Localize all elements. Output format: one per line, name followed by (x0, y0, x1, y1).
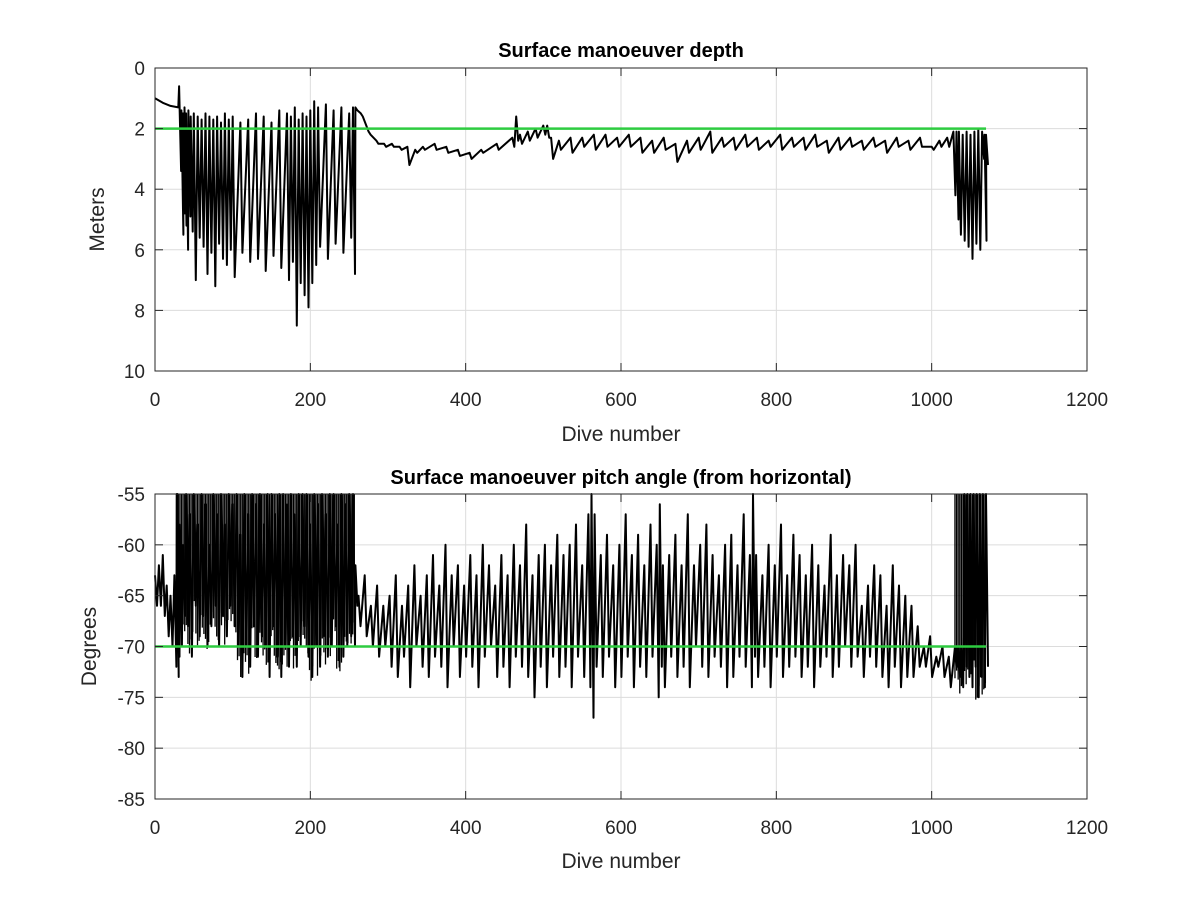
y-tick-label: -60 (118, 536, 145, 557)
data-series (154, 493, 989, 719)
series-line (154, 85, 989, 327)
data-series (154, 85, 989, 327)
y-tick-label: 6 (134, 241, 145, 262)
y-tick-label: -75 (118, 688, 145, 709)
x-tick-label: 600 (605, 390, 637, 411)
depth-chart: 0 200 400 600 800 1000 1200 0 2 4 6 8 10 Surface mano… (86, 40, 1108, 446)
chart-title: Surface manoeuver pitch angle (from hori… (390, 467, 851, 489)
y-tick-label: 10 (124, 362, 145, 383)
x-tick-label: 400 (450, 390, 482, 411)
y-axis-label: Degrees (78, 607, 101, 686)
x-axis-label: Dive number (561, 850, 680, 873)
series-line (154, 493, 989, 719)
y-tick-label: 2 (134, 120, 145, 141)
x-tick-label: 1000 (911, 390, 953, 411)
y-tick-label: -85 (118, 790, 145, 811)
x-tick-label: 200 (294, 818, 326, 839)
y-tick-label: -65 (118, 587, 145, 608)
y-tick-label: 4 (134, 180, 145, 201)
y-tick-label: 0 (134, 59, 145, 80)
y-tick-label: 8 (134, 301, 145, 322)
x-tick-label: 200 (294, 390, 326, 411)
chart-title: Surface manoeuver depth (498, 40, 744, 62)
y-tick-label: -55 (118, 485, 145, 506)
x-tick-label: 0 (150, 390, 161, 411)
x-tick-label: 800 (760, 390, 792, 411)
x-tick-label: 1200 (1066, 390, 1108, 411)
x-tick-label: 600 (605, 818, 637, 839)
y-tick-label: -80 (118, 739, 145, 760)
x-tick-label: 0 (150, 818, 161, 839)
pitch-angle-chart: 0 200 400 600 800 1000 1200 -55 -60 -65 -70 -75 -80 -… (78, 467, 1108, 873)
y-axis-label: Meters (86, 187, 109, 251)
x-axis-label: Dive number (561, 423, 680, 446)
y-tick-label: -70 (118, 638, 145, 659)
x-tick-label: 1200 (1066, 818, 1108, 839)
x-tick-label: 400 (450, 818, 482, 839)
x-tick-label: 1000 (911, 818, 953, 839)
x-tick-label: 800 (760, 818, 792, 839)
